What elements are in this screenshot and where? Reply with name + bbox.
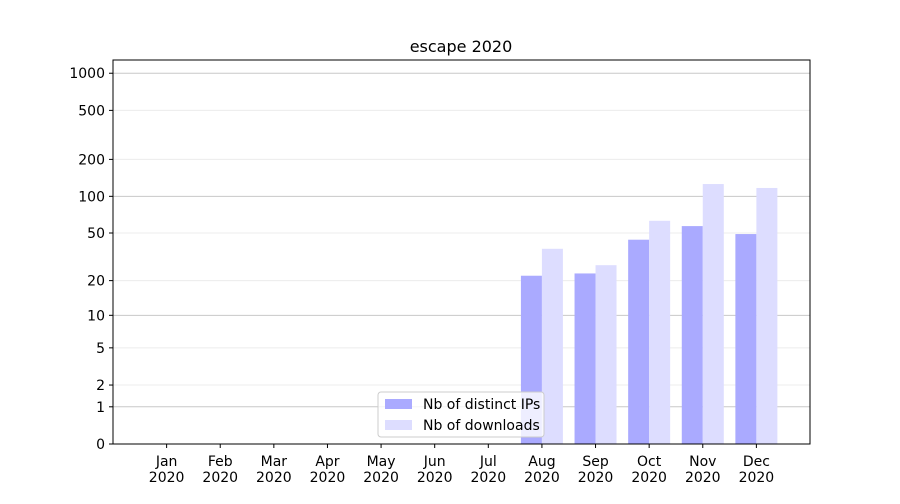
- bar: [681, 226, 703, 444]
- y-tick-label: 0: [96, 437, 105, 453]
- x-tick-label: Jul: [479, 454, 497, 470]
- y-tick-label: 500: [78, 103, 105, 119]
- x-tick-label: Oct: [637, 454, 662, 470]
- bar: [628, 239, 650, 444]
- chart-title: escape 2020: [410, 37, 513, 56]
- legend-label: Nb of distinct IPs: [423, 397, 540, 413]
- y-tick-label: 20: [87, 274, 105, 290]
- bar: [735, 234, 757, 444]
- x-tick-label: 2020: [256, 470, 292, 486]
- x-tick-label: 2020: [685, 470, 721, 486]
- y-tick-label: 1: [96, 400, 105, 416]
- x-tick-label: 2020: [739, 470, 775, 486]
- bar: [595, 265, 617, 444]
- bar: [756, 187, 778, 445]
- x-tick-label: 2020: [470, 470, 506, 486]
- x-tick-label: Nov: [689, 454, 716, 470]
- x-tick-label: 2020: [310, 470, 346, 486]
- y-tick-label: 200: [78, 152, 105, 168]
- x-tick-label: 2020: [149, 470, 185, 486]
- y-tick-label: 1000: [69, 66, 105, 82]
- legend-box: [377, 391, 545, 438]
- legend-label: Nb of downloads: [423, 418, 540, 434]
- legend: Nb of distinct IPs Nb of downloads: [377, 391, 545, 438]
- x-tick-label: Sep: [582, 454, 609, 470]
- x-tick-label: 2020: [363, 470, 399, 486]
- x-tick-label: Aug: [528, 454, 555, 470]
- bar: [541, 248, 563, 444]
- y-tick-label: 50: [87, 226, 105, 242]
- x-tick-label: 2020: [524, 470, 560, 486]
- x-tick-label: 2020: [202, 470, 238, 486]
- y-tick-label: 100: [78, 189, 105, 205]
- x-tick-label: Apr: [315, 454, 339, 470]
- legend-swatch: [385, 420, 412, 430]
- x-tick-label: Feb: [208, 454, 233, 470]
- x-tick-label: Dec: [743, 454, 770, 470]
- x-tick-label: 2020: [578, 470, 614, 486]
- y-tick-label: 2: [96, 378, 105, 394]
- bar: [649, 220, 671, 444]
- x-tick-label: Jan: [155, 454, 178, 470]
- x-tick-label: 2020: [417, 470, 453, 486]
- legend-swatch: [385, 399, 412, 409]
- x-tick-label: 2020: [631, 470, 667, 486]
- y-tick-label: 10: [87, 308, 105, 324]
- plot-frame: [112, 59, 811, 445]
- bar: [702, 184, 724, 444]
- x-tick-label: May: [367, 454, 396, 470]
- x-tick-label: Mar: [261, 454, 288, 470]
- y-tick-label: 5: [96, 341, 105, 357]
- x-tick-label: Jun: [423, 454, 446, 470]
- bar: [574, 273, 596, 444]
